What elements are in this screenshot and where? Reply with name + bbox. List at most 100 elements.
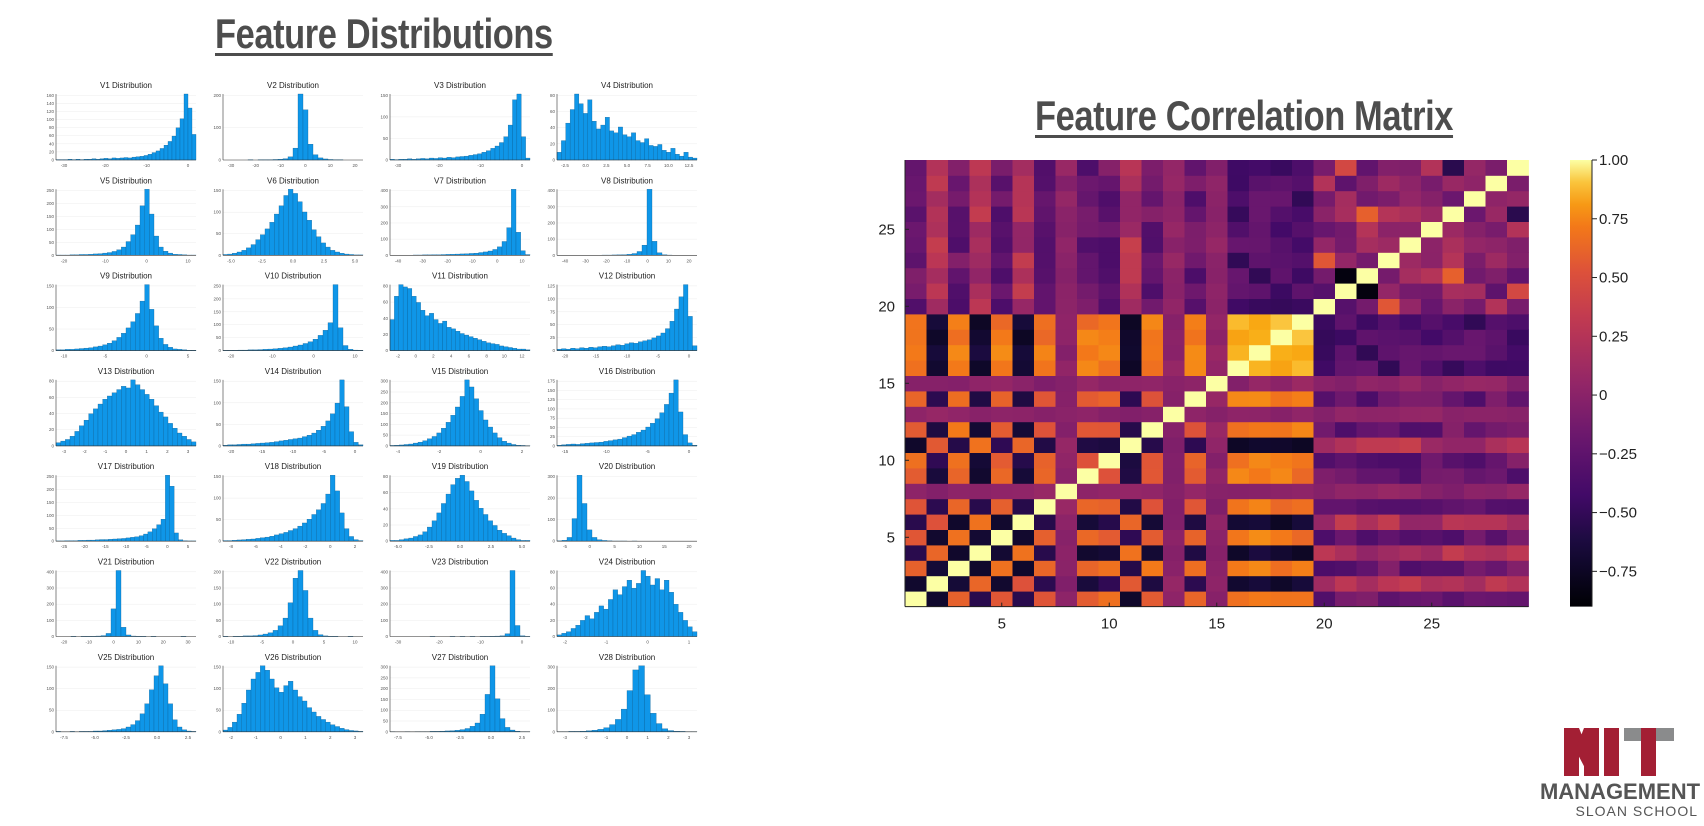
histogram-bar bbox=[158, 246, 164, 256]
heatmap-cell bbox=[969, 237, 992, 253]
histogram-ytick: 100 bbox=[46, 686, 54, 691]
histogram-bar bbox=[598, 441, 604, 447]
heatmap-cell bbox=[1399, 329, 1422, 346]
histogram-ytick: 50 bbox=[49, 526, 55, 531]
heatmap-cell bbox=[926, 452, 949, 469]
histogram-bar bbox=[322, 330, 329, 351]
heatmap-cell bbox=[1249, 591, 1271, 607]
heatmap-cell bbox=[1034, 344, 1056, 361]
heatmap-cell bbox=[1120, 375, 1142, 392]
heatmap-cell bbox=[1120, 529, 1142, 546]
heatmap-cell bbox=[1077, 452, 1099, 469]
heatmap-cell bbox=[991, 329, 1013, 346]
histogram-bar bbox=[656, 252, 663, 256]
heatmap-cell bbox=[1206, 344, 1228, 361]
heatmap-cell bbox=[1399, 514, 1422, 530]
histogram-bar bbox=[442, 320, 448, 351]
histogram-xtick: 4 bbox=[450, 354, 453, 359]
histogram-bar bbox=[511, 189, 517, 256]
heatmap-cell bbox=[1184, 468, 1207, 484]
histogram-bar bbox=[516, 93, 522, 161]
histogram-bar bbox=[283, 532, 289, 542]
heatmap-cell bbox=[1399, 452, 1422, 469]
heatmap-cell bbox=[1184, 498, 1207, 515]
heatmap-cell bbox=[1249, 267, 1271, 284]
heatmap-cell bbox=[1399, 360, 1422, 376]
histogram-bar bbox=[394, 296, 399, 351]
heatmap-cell bbox=[1184, 591, 1207, 607]
heatmap-cell bbox=[1464, 267, 1486, 284]
heatmap-cell bbox=[1227, 391, 1250, 407]
heatmap-cell bbox=[1442, 267, 1465, 284]
heatmap-cell bbox=[1356, 175, 1379, 192]
histogram-bar bbox=[561, 633, 567, 637]
histogram-ytick: 400 bbox=[380, 188, 388, 193]
heatmap-cell bbox=[905, 529, 927, 546]
histogram-bar bbox=[97, 403, 103, 447]
heatmap-cell bbox=[1077, 437, 1099, 453]
heatmap-cell bbox=[1335, 437, 1357, 453]
histogram-bar bbox=[492, 249, 498, 256]
heatmap-cell bbox=[1055, 252, 1078, 269]
histogram-bar bbox=[302, 211, 308, 256]
histogram-xtick: 5 bbox=[613, 544, 616, 549]
heatmap-cell bbox=[1485, 545, 1508, 561]
histogram-bar bbox=[339, 512, 345, 542]
heatmap-cell bbox=[1270, 514, 1293, 530]
histogram-xtick: 12 bbox=[519, 354, 525, 359]
heatmap-cell bbox=[1270, 267, 1293, 284]
heatmap-cell bbox=[1206, 375, 1228, 392]
histogram-bar bbox=[427, 526, 433, 542]
heatmap-cell bbox=[1206, 283, 1228, 299]
heatmap-cell bbox=[1313, 483, 1336, 500]
histogram-bar bbox=[320, 426, 326, 447]
histogram-bar bbox=[177, 432, 183, 447]
histogram-bar bbox=[574, 93, 580, 161]
histogram-bar bbox=[626, 690, 633, 732]
heatmap-cell bbox=[969, 514, 992, 530]
heatmap-cell bbox=[1442, 591, 1465, 607]
histogram-bar bbox=[160, 519, 166, 542]
histogram-bar bbox=[651, 337, 657, 351]
histogram-ytick: 60 bbox=[49, 133, 55, 138]
heatmap-cell bbox=[1356, 314, 1379, 330]
histogram-ytick: 150 bbox=[46, 500, 54, 505]
histogram-bar bbox=[660, 332, 666, 351]
heatmap-cell bbox=[1055, 283, 1078, 299]
histogram-bar bbox=[514, 625, 521, 637]
histogram-bar bbox=[591, 121, 597, 161]
histogram-xtick: 2 bbox=[667, 735, 670, 740]
heatmap-cell bbox=[1378, 529, 1400, 546]
histogram-xtick: 0 bbox=[646, 258, 649, 263]
histogram-bar bbox=[325, 420, 331, 447]
heatmap-cell bbox=[1055, 344, 1078, 361]
histogram-xtick: -10 bbox=[290, 449, 297, 454]
histogram-bar bbox=[678, 612, 684, 637]
heatmap-cell bbox=[926, 421, 949, 438]
heatmap-cell bbox=[1012, 206, 1035, 222]
heatmap-cell bbox=[948, 175, 970, 192]
heatmap-cell bbox=[991, 575, 1013, 592]
histogram-bar bbox=[250, 244, 256, 256]
histogram-bar bbox=[478, 410, 484, 447]
heatmap-cell bbox=[1356, 406, 1379, 423]
histogram-bar bbox=[631, 588, 637, 637]
heatmap-cell bbox=[1077, 468, 1099, 484]
heatmap-cell bbox=[1335, 591, 1357, 607]
heatmap-cell bbox=[905, 314, 927, 330]
histogram-bar bbox=[464, 728, 471, 732]
histogram-ytick: 200 bbox=[380, 602, 388, 607]
histogram-bar bbox=[344, 406, 350, 447]
heatmap-cell bbox=[926, 529, 949, 546]
histogram-ytick: 150 bbox=[380, 697, 388, 702]
histogram-xtick: -20 bbox=[562, 354, 569, 359]
histogram-xtick: -10 bbox=[102, 258, 109, 263]
heatmap-cell bbox=[1356, 221, 1379, 238]
heatmap-cell bbox=[1507, 591, 1529, 607]
histogram-bar bbox=[155, 150, 161, 161]
heatmap-cell bbox=[926, 468, 949, 484]
histogram-title: V9 Distribution bbox=[100, 272, 152, 281]
